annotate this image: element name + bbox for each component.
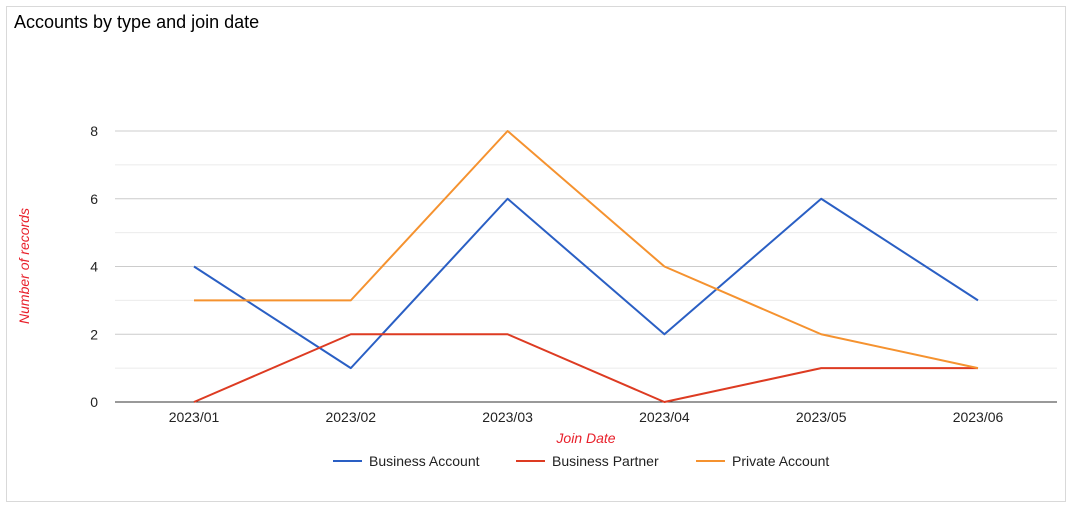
series-line xyxy=(193,197,979,370)
y-tick-label: 0 xyxy=(90,394,98,410)
legend-label: Business Account xyxy=(369,453,480,469)
legend-label: Business Partner xyxy=(552,453,659,469)
x-tick-label: 2023/06 xyxy=(953,409,1004,425)
x-tick-label: 2023/02 xyxy=(325,409,376,425)
y-tick-label: 4 xyxy=(90,259,98,275)
x-tick-label: 2023/03 xyxy=(482,409,533,425)
x-axis-title: Join Date xyxy=(555,430,615,446)
y-axis-title: Number of records xyxy=(16,208,32,324)
legend-label: Private Account xyxy=(732,453,829,469)
legend: Business Account Business Partner Private … xyxy=(333,453,829,469)
chart-card xyxy=(6,6,1066,502)
series-line xyxy=(194,130,979,370)
y-tick-label: 6 xyxy=(90,191,98,207)
x-tick-label: 2023/04 xyxy=(639,409,690,425)
series-line xyxy=(193,333,978,403)
chart-title: Accounts by type and join date xyxy=(14,12,260,32)
grid-lines xyxy=(115,130,1057,369)
x-tick-label: 2023/05 xyxy=(796,409,847,425)
y-tick-label: 8 xyxy=(90,123,98,139)
y-tick-label: 2 xyxy=(90,326,98,342)
x-axis-ticks: 2023/01 2023/02 2023/03 2023/04 2023/05 2023/… xyxy=(169,409,1004,425)
x-tick-label: 2023/01 xyxy=(169,409,220,425)
series-lines xyxy=(193,130,979,403)
y-axis-ticks: 0 2 4 6 8 xyxy=(90,123,98,410)
